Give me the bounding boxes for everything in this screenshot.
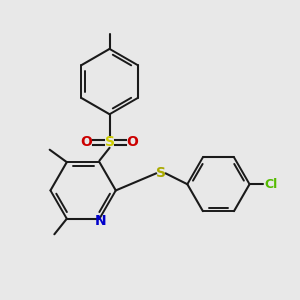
Text: N: N: [95, 214, 107, 228]
Text: O: O: [81, 135, 92, 149]
Text: O: O: [127, 135, 139, 149]
Text: S: S: [156, 166, 166, 180]
Text: S: S: [105, 135, 115, 149]
Text: Cl: Cl: [264, 178, 278, 191]
